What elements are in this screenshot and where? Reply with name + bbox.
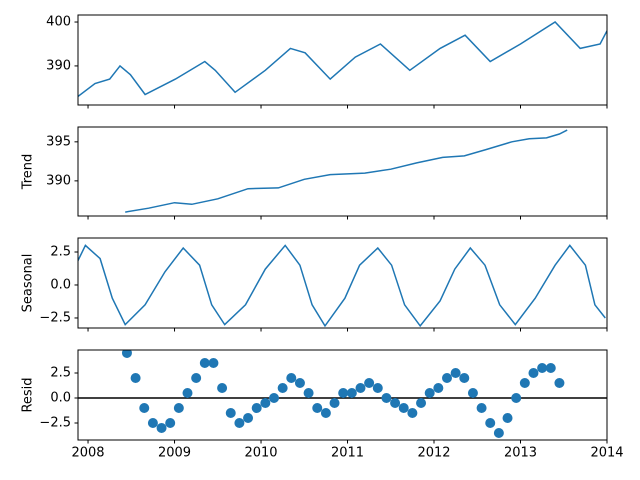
resid-point	[251, 403, 262, 413]
axes-frame	[77, 349, 608, 441]
resid-point	[450, 368, 461, 378]
resid-point	[424, 388, 435, 398]
resid-point	[303, 388, 314, 398]
axes-frame	[77, 126, 608, 217]
resid-point	[208, 358, 219, 368]
data-line	[78, 244, 606, 328]
resid-point	[338, 388, 349, 398]
resid-point	[545, 363, 556, 373]
resid-point	[554, 378, 565, 388]
resid-point	[381, 393, 392, 403]
resid-point	[493, 428, 504, 438]
x-tick-label: 2014	[590, 446, 623, 461]
resid-point	[416, 398, 427, 408]
resid-point	[467, 388, 478, 398]
x-tick-label: 2008	[71, 446, 104, 461]
resid-point	[286, 373, 297, 383]
resid-point	[459, 373, 470, 383]
resid-point	[398, 403, 409, 413]
x-tick-label: 2013	[504, 446, 537, 461]
resid-point	[537, 363, 548, 373]
plot-area	[78, 21, 607, 98]
y-tick-label: 2.5	[50, 244, 71, 259]
resid-point	[243, 413, 254, 423]
x-tick-label: 2011	[331, 446, 364, 461]
resid-point	[268, 393, 279, 403]
y-tick-label: 390	[46, 173, 71, 188]
resid-point	[234, 418, 245, 428]
resid-point	[511, 393, 522, 403]
resid-point	[519, 378, 530, 388]
resid-point	[390, 398, 401, 408]
plot-area	[78, 244, 606, 328]
resid-point	[433, 383, 444, 393]
data-line	[125, 129, 568, 213]
resid-point	[485, 418, 496, 428]
resid-point	[191, 373, 202, 383]
plot-area	[125, 129, 568, 213]
resid-point	[156, 423, 167, 433]
resid-point	[372, 383, 383, 393]
resid-point	[355, 383, 366, 393]
y-tick-label: 390	[46, 58, 71, 73]
resid-point	[260, 398, 271, 408]
resid-point	[225, 408, 236, 418]
resid-point	[346, 388, 357, 398]
y-tick-label: 0.0	[50, 277, 71, 292]
y-axis-label: Trend	[21, 154, 36, 191]
resid-point	[165, 418, 176, 428]
y-tick-label: 2.5	[50, 366, 71, 381]
resid-point	[294, 378, 305, 388]
resid-point	[199, 358, 210, 368]
resid-point	[277, 383, 288, 393]
resid-point	[407, 408, 418, 418]
y-tick-label: 400	[46, 15, 71, 30]
resid-point	[130, 373, 141, 383]
axes-frame	[77, 237, 608, 329]
resid-point	[476, 403, 487, 413]
y-tick-label: 0.0	[50, 391, 71, 406]
resid-point	[441, 373, 452, 383]
resid-point	[182, 388, 193, 398]
resid-point	[173, 403, 184, 413]
resid-point	[147, 418, 158, 428]
data-line	[78, 21, 607, 98]
y-tick-label: −2.5	[39, 310, 71, 325]
resid-point	[502, 413, 513, 423]
resid-point	[121, 350, 132, 358]
y-axis-label: Seasonal	[21, 254, 36, 313]
resid-point	[364, 378, 375, 388]
y-tick-label: −2.5	[39, 416, 71, 431]
resid-point	[312, 403, 323, 413]
resid-point	[217, 383, 228, 393]
axes-frame	[77, 14, 608, 106]
resid-point	[329, 398, 340, 408]
y-tick-label: 395	[46, 134, 71, 149]
x-tick-label: 2010	[244, 446, 277, 461]
resid-point	[528, 368, 539, 378]
x-tick-label: 2009	[158, 446, 191, 461]
resid-point	[320, 408, 331, 418]
resid-point	[139, 403, 150, 413]
x-tick-label: 2012	[417, 446, 450, 461]
y-axis-label: Resid	[21, 377, 36, 412]
plot-area	[78, 350, 607, 438]
